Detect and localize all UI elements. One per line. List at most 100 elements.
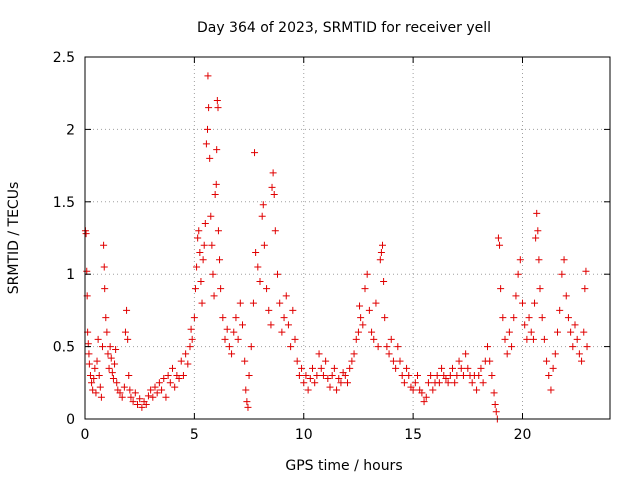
- data-point: [83, 267, 91, 275]
- data-point: [532, 234, 540, 242]
- data-point: [125, 372, 133, 380]
- chart-title: Day 364 of 2023, SRMTID for receiver yel…: [197, 20, 491, 36]
- data-point: [126, 386, 134, 394]
- data-point: [230, 328, 238, 336]
- data-point: [234, 335, 242, 343]
- data-point: [86, 372, 94, 380]
- data-point: [249, 299, 257, 307]
- data-point: [211, 191, 219, 199]
- data-point: [293, 357, 301, 365]
- data-point: [453, 372, 461, 380]
- data-point: [534, 227, 542, 235]
- data-point: [109, 374, 117, 382]
- data-point: [409, 386, 417, 394]
- data-point: [516, 256, 524, 264]
- data-point: [239, 321, 246, 329]
- data-point: [124, 335, 132, 343]
- data-point: [398, 372, 406, 380]
- data-point: [88, 379, 96, 387]
- data-point: [433, 372, 441, 380]
- data-point: [85, 360, 93, 368]
- data-point: [200, 241, 208, 249]
- data-point: [96, 383, 104, 391]
- data-point: [330, 364, 338, 372]
- data-point: [118, 393, 126, 401]
- data-point: [427, 372, 435, 380]
- y-tick-label: 1.5: [53, 195, 75, 211]
- data-point: [195, 227, 203, 235]
- data-point: [521, 321, 529, 329]
- data-point: [196, 248, 204, 256]
- data-point: [348, 357, 356, 365]
- data-point: [162, 393, 170, 401]
- data-point: [116, 389, 124, 397]
- data-point: [387, 335, 395, 343]
- data-point: [368, 328, 376, 336]
- data-point: [333, 386, 341, 394]
- data-point: [184, 360, 192, 368]
- x-tick-label: 0: [81, 427, 90, 443]
- data-point: [186, 343, 194, 351]
- data-point: [529, 335, 537, 343]
- data-point: [322, 357, 330, 365]
- data-point: [129, 398, 137, 406]
- data-point: [475, 372, 483, 380]
- data-point: [236, 299, 244, 307]
- data-point: [484, 343, 491, 351]
- x-tick-label: 5: [190, 427, 199, 443]
- data-point: [210, 292, 218, 300]
- data-point: [267, 321, 275, 329]
- data-point: [179, 372, 187, 380]
- data-point: [171, 383, 179, 391]
- data-point: [107, 354, 115, 362]
- data-point: [259, 201, 267, 209]
- data-point: [95, 372, 103, 380]
- data-point: [245, 372, 253, 380]
- data-point: [580, 328, 588, 336]
- data-point: [214, 104, 222, 112]
- data-point: [84, 340, 92, 348]
- data-point: [473, 386, 481, 394]
- data-point: [177, 357, 185, 365]
- data-point: [533, 209, 541, 217]
- data-point: [151, 383, 159, 391]
- data-point: [136, 395, 144, 403]
- data-point: [138, 403, 146, 411]
- data-point: [562, 292, 570, 300]
- data-point: [435, 379, 443, 387]
- data-point: [221, 335, 229, 343]
- data-point: [442, 374, 450, 382]
- data-point: [291, 335, 299, 343]
- data-point: [304, 386, 312, 394]
- data-point: [326, 383, 334, 391]
- data-point: [497, 285, 505, 293]
- data-point: [212, 180, 220, 188]
- data-point: [444, 379, 452, 387]
- data-point: [455, 357, 463, 365]
- y-tick-label: 2: [66, 122, 75, 138]
- data-point: [256, 277, 264, 285]
- data-point: [280, 314, 288, 322]
- data-point: [201, 220, 209, 228]
- data-point: [346, 364, 354, 372]
- data-point: [104, 350, 112, 358]
- data-point: [389, 357, 397, 365]
- data-points: [81, 72, 591, 423]
- data-point: [365, 306, 373, 314]
- data-point: [543, 357, 551, 365]
- data-point: [90, 374, 98, 382]
- data-point: [491, 401, 499, 409]
- data-point: [531, 299, 539, 307]
- y-tick-labels: 0 0.5 1 1.5 2 2.5: [53, 50, 75, 428]
- data-point: [263, 285, 271, 293]
- data-point: [311, 379, 319, 387]
- data-point: [519, 299, 526, 307]
- data-point: [93, 357, 101, 365]
- data-point: [92, 389, 100, 397]
- data-point: [188, 335, 196, 343]
- data-point: [121, 328, 129, 336]
- data-point: [228, 350, 236, 358]
- data-point: [554, 328, 561, 336]
- data-point: [392, 364, 400, 372]
- x-tick-labels: 0 5 10 15 20: [81, 427, 532, 443]
